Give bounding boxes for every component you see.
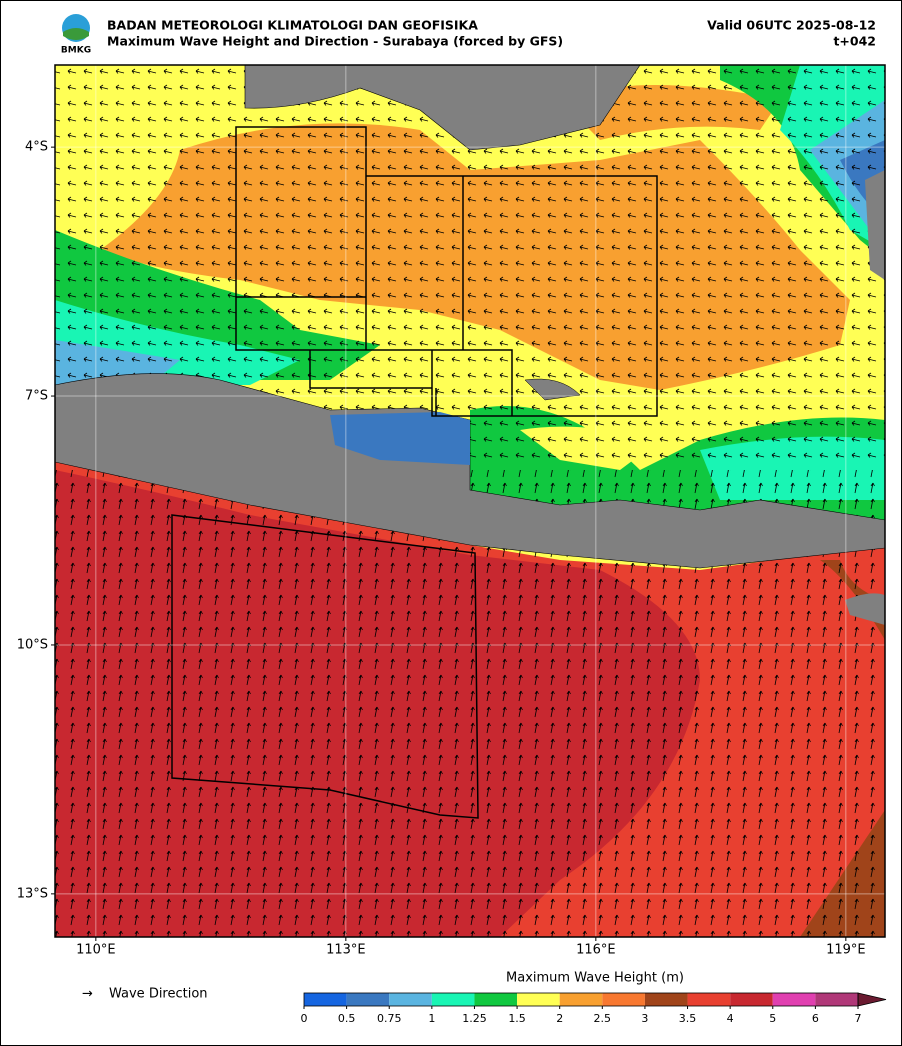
colorbar-label: 5 bbox=[769, 1012, 776, 1025]
colorbar-segment bbox=[687, 993, 731, 1006]
colorbar-segment bbox=[559, 993, 603, 1006]
colorbar-segment bbox=[772, 993, 816, 1006]
colorbar-segment bbox=[474, 993, 518, 1006]
grid bbox=[51, 65, 885, 941]
colorbar-segment bbox=[304, 993, 347, 1006]
colorbar-outline bbox=[303, 992, 859, 1007]
colorbar-segment bbox=[389, 993, 432, 1006]
y-tick-label: 13°S bbox=[17, 886, 48, 901]
colorbar-segment bbox=[346, 993, 390, 1006]
title: Maximum Wave Height and Direction - Sura… bbox=[107, 34, 563, 49]
colorbar-label: 6 bbox=[812, 1012, 819, 1025]
colorbar: 0 0.5 0.75 1 1.25 1.5 2 2.5 3 3.5 4 5 6 7 bbox=[301, 992, 887, 1025]
y-tick-label: 4°S bbox=[25, 140, 48, 155]
legend-arrow: → bbox=[82, 987, 93, 1002]
colorbar-segment bbox=[644, 993, 688, 1006]
area-boxes bbox=[171, 126, 658, 819]
colorbar-label: 2 bbox=[556, 1012, 563, 1025]
colorbar-label: 1.25 bbox=[462, 1012, 487, 1025]
colorbar-label: 1 bbox=[428, 1012, 435, 1025]
y-tick-label: 10°S bbox=[17, 637, 48, 652]
x-tick-label: 119°E bbox=[826, 943, 866, 958]
map-frame bbox=[54, 64, 886, 938]
x-tick-label: 113°E bbox=[326, 943, 366, 958]
colorbar-label: 7 bbox=[855, 1012, 862, 1025]
colorbar-title: Maximum Wave Height (m) bbox=[506, 971, 684, 986]
colorbar-label: 4 bbox=[727, 1012, 734, 1025]
colorbar-label: 0 bbox=[301, 1012, 308, 1025]
y-tick-label: 7°S bbox=[25, 389, 48, 404]
x-tick-label: 116°E bbox=[576, 943, 616, 958]
colorbar-label: 1.5 bbox=[508, 1012, 526, 1025]
logo: BMKG bbox=[61, 14, 91, 56]
legend-label: Wave Direction bbox=[109, 987, 208, 1002]
valid-time: Valid 06UTC 2025-08-12 bbox=[707, 18, 876, 33]
colorbar-segment bbox=[517, 993, 560, 1006]
colorbar-label: 0.75 bbox=[377, 1012, 402, 1025]
colorbar-segment bbox=[815, 993, 858, 1006]
x-tick-label: 110°E bbox=[76, 943, 116, 958]
colorbar-label: 3.5 bbox=[679, 1012, 697, 1025]
colorbar-label: 2.5 bbox=[594, 1012, 612, 1025]
logo-text: BMKG bbox=[61, 46, 91, 56]
colorbar-segment bbox=[431, 993, 475, 1006]
colorbar-segment bbox=[602, 993, 645, 1006]
map-field bbox=[55, 65, 885, 937]
agency: BADAN METEOROLOGI KLIMATOLOGI DAN GEOFIS… bbox=[107, 18, 478, 33]
colorbar-label: 3 bbox=[641, 1012, 648, 1025]
colorbar-label: 0.5 bbox=[338, 1012, 356, 1025]
lead-time: t+042 bbox=[833, 34, 876, 49]
colorbar-segment bbox=[730, 993, 773, 1006]
